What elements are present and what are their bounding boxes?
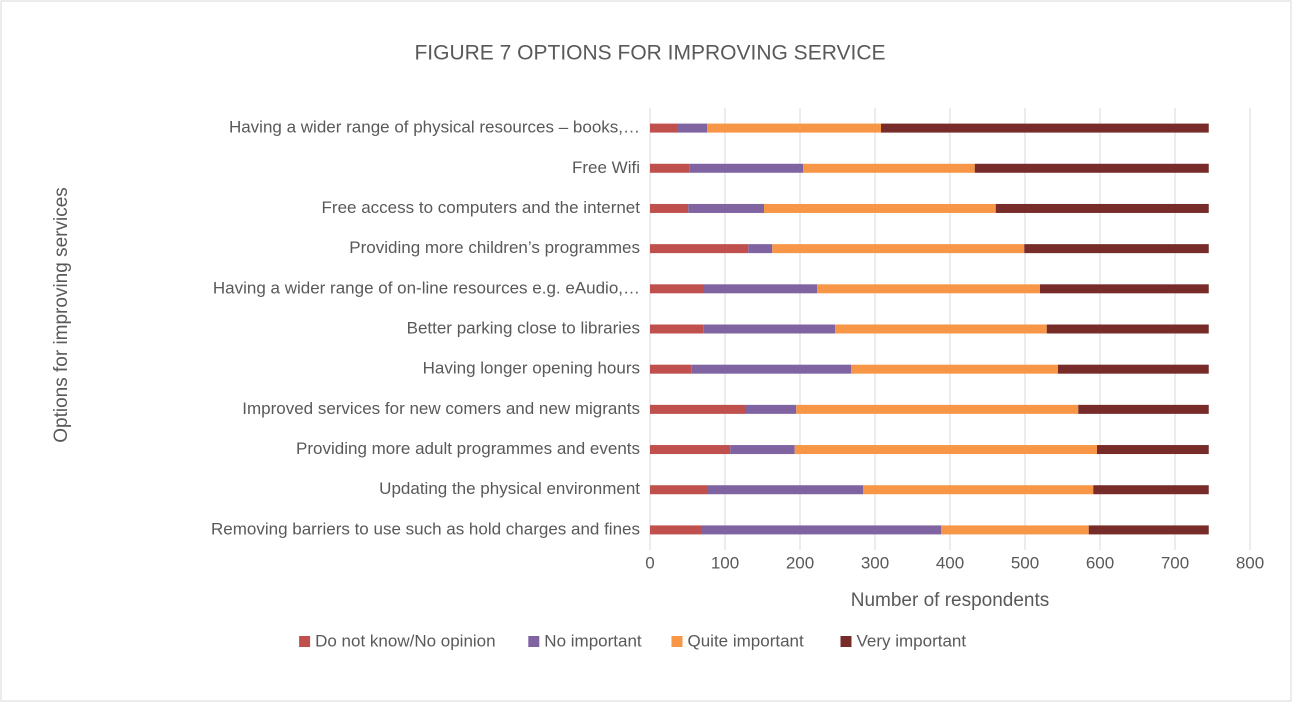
bar-segment — [817, 284, 1040, 294]
legend-swatch — [671, 636, 683, 647]
bar-segment — [730, 445, 795, 455]
bar-segment — [691, 364, 851, 374]
bar-segment — [707, 123, 881, 133]
legend-swatch — [299, 636, 311, 647]
bar-segment — [803, 163, 975, 173]
y-tick-label: Updating the physical environment — [379, 479, 640, 498]
bar-segment — [835, 324, 1047, 334]
bar-segment — [764, 203, 996, 213]
y-tick-label: Free access to computers and the interne… — [322, 198, 641, 217]
bar-segment — [1093, 485, 1209, 495]
bar-segment — [677, 123, 707, 133]
bar-segment — [796, 404, 1079, 414]
bar-segment — [863, 485, 1094, 495]
x-tick-label: 0 — [645, 553, 654, 572]
x-tick-label: 300 — [861, 553, 889, 572]
bar-segment — [794, 445, 1097, 455]
bar-segment — [1024, 244, 1209, 254]
bar-segment — [650, 123, 677, 133]
y-tick-label: Providing more children’s programmes — [349, 238, 640, 257]
bar-segment — [772, 244, 1025, 254]
bar-segment — [995, 203, 1209, 213]
bar-segment — [701, 525, 941, 535]
x-tick-label: 700 — [1161, 553, 1189, 572]
bar-segment — [650, 525, 701, 535]
y-tick-label: Free Wifi — [572, 158, 640, 177]
y-axis-title: Options for improving services — [51, 187, 72, 443]
legend-swatch — [528, 636, 540, 647]
y-tick-label: Better parking close to libraries — [407, 318, 640, 337]
x-axis-title: Number of respondents — [851, 590, 1050, 611]
bar-segment — [1046, 324, 1209, 334]
y-tick-label: Having a wider range of on-line resource… — [213, 278, 640, 297]
bar-segment — [881, 123, 1209, 133]
bar-segment — [1088, 525, 1209, 535]
y-tick-label: Removing barriers to use such as hold ch… — [211, 519, 640, 538]
bar-segment — [650, 404, 746, 414]
bar-segment — [1058, 364, 1209, 374]
bar-segment — [650, 163, 690, 173]
bar-segment — [703, 324, 836, 334]
x-tick-label: 600 — [1086, 553, 1114, 572]
bar-segment — [1078, 404, 1209, 414]
bar-segment — [650, 324, 704, 334]
bar-segment — [1097, 445, 1209, 455]
legend-swatch — [840, 636, 852, 647]
legend-label: Do not know/No opinion — [315, 631, 496, 650]
bar-segment — [650, 364, 692, 374]
bar-segment — [707, 485, 863, 495]
bar-segment — [688, 203, 764, 213]
legend-label: No important — [544, 631, 642, 650]
bar-segment — [748, 244, 773, 254]
bar-segment — [650, 244, 749, 254]
bar-segment — [689, 163, 803, 173]
legend-label: Very important — [857, 631, 967, 650]
x-tick-label: 200 — [786, 553, 814, 572]
y-tick-label: Providing more adult programmes and even… — [296, 439, 640, 458]
bar-segment — [704, 284, 818, 294]
bar-segment — [746, 404, 797, 414]
x-tick-label: 500 — [1011, 553, 1039, 572]
bar-segment — [1040, 284, 1209, 294]
x-tick-label: 800 — [1236, 553, 1264, 572]
y-tick-label: Improved services for new comers and new… — [242, 399, 640, 418]
bar-segment — [650, 203, 689, 213]
chart-title: FIGURE 7 OPTIONS FOR IMPROVING SERVICE — [414, 42, 885, 65]
bar-segment — [941, 525, 1089, 535]
legend-label: Quite important — [688, 631, 804, 650]
bar-segment — [974, 163, 1209, 173]
x-tick-label: 400 — [936, 553, 964, 572]
bar-segment — [851, 364, 1058, 374]
x-tick-label: 100 — [711, 553, 739, 572]
bar-segment — [650, 485, 707, 495]
bar-segment — [650, 445, 731, 455]
y-tick-label: Having a wider range of physical resourc… — [229, 118, 640, 137]
bar-segment — [650, 284, 704, 294]
y-tick-label: Having longer opening hours — [423, 359, 640, 378]
